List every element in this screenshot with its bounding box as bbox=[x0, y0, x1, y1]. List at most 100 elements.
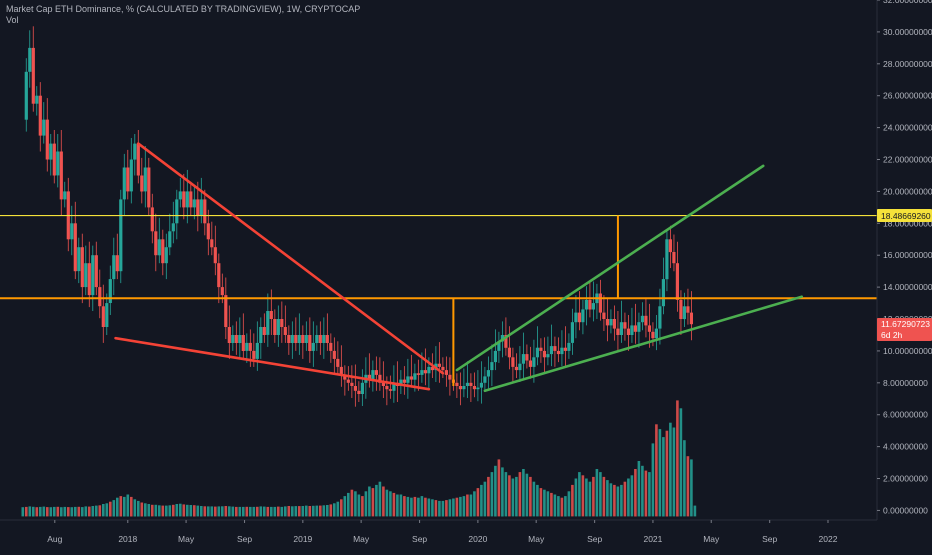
volume-bar bbox=[259, 506, 263, 517]
volume-bar bbox=[487, 476, 490, 517]
volume-bar bbox=[252, 506, 256, 517]
volume-bar bbox=[238, 506, 242, 517]
volume-bar bbox=[595, 469, 599, 517]
volume-bar bbox=[147, 504, 151, 517]
candle-body bbox=[280, 319, 284, 327]
volume-bar bbox=[536, 484, 539, 517]
volume-bar bbox=[448, 499, 452, 517]
candle-body bbox=[287, 335, 291, 343]
candle-body bbox=[70, 223, 74, 240]
candle-body bbox=[518, 363, 522, 371]
volume-bar bbox=[210, 506, 214, 517]
candle-body bbox=[164, 247, 168, 264]
candle-body bbox=[560, 347, 564, 355]
candle-body bbox=[206, 223, 210, 240]
volume-bar bbox=[144, 503, 147, 517]
volume-bar bbox=[340, 499, 343, 517]
candle-body bbox=[511, 357, 515, 367]
candle-body bbox=[133, 143, 137, 160]
volume-bar bbox=[676, 400, 679, 517]
volume-bars bbox=[21, 400, 697, 517]
candle-body bbox=[150, 207, 154, 232]
candle-body bbox=[245, 342, 249, 351]
candle-body bbox=[605, 319, 609, 326]
volume-bar bbox=[249, 506, 252, 517]
volume-bar bbox=[627, 478, 630, 517]
volume-bar bbox=[385, 489, 389, 517]
volume-bar bbox=[231, 506, 235, 517]
candle-body bbox=[255, 342, 259, 359]
candle-body bbox=[612, 319, 616, 329]
candle-body bbox=[87, 263, 91, 296]
volume-bar bbox=[193, 505, 196, 517]
candle-body bbox=[273, 319, 277, 335]
candle-body bbox=[122, 167, 126, 200]
volume-bar bbox=[63, 506, 67, 517]
candle-body bbox=[497, 341, 501, 351]
volume-bar bbox=[109, 501, 112, 517]
candle-body bbox=[423, 370, 427, 374]
time-axis-label: 2022 bbox=[819, 534, 838, 544]
volume-bar bbox=[406, 496, 410, 517]
volume-bar bbox=[217, 506, 221, 517]
candle-body bbox=[59, 151, 63, 200]
candle-body bbox=[630, 325, 634, 335]
candle-body bbox=[325, 335, 329, 343]
time-axis-label: May bbox=[353, 534, 370, 544]
candle-body bbox=[675, 263, 679, 300]
candle-body bbox=[409, 376, 413, 380]
volume-bar bbox=[161, 505, 165, 517]
price-axis-label: 26.00000000 bbox=[883, 91, 932, 101]
volume-bar bbox=[49, 507, 53, 517]
volume-bar bbox=[361, 496, 364, 517]
volume-bar bbox=[294, 506, 298, 517]
candle-body bbox=[371, 370, 375, 380]
volume-bar bbox=[312, 505, 315, 517]
candle-body bbox=[189, 191, 193, 208]
candle-body bbox=[171, 223, 175, 232]
candle-body bbox=[647, 325, 651, 332]
volume-bar bbox=[483, 481, 487, 517]
volume-bar bbox=[588, 481, 592, 517]
volume-bar bbox=[648, 472, 651, 517]
volume-bar bbox=[658, 429, 662, 517]
candle-body bbox=[346, 379, 350, 383]
volume-bar bbox=[672, 427, 676, 517]
candle-body bbox=[157, 239, 161, 256]
candle-body bbox=[42, 119, 46, 136]
price-axis-label: 22.00000000 bbox=[883, 155, 932, 165]
volume-bar bbox=[396, 494, 399, 517]
candle-body bbox=[609, 319, 613, 326]
volume-bar bbox=[287, 506, 291, 517]
volume-bar bbox=[77, 506, 81, 517]
drawings[interactable] bbox=[0, 142, 877, 393]
volume-bar bbox=[242, 506, 245, 517]
candle-body bbox=[357, 390, 361, 394]
volume-bar bbox=[67, 507, 70, 517]
volume-bar bbox=[354, 491, 357, 517]
candle-body bbox=[381, 382, 385, 386]
volume-bar bbox=[151, 504, 154, 517]
candle-body bbox=[455, 382, 459, 386]
time-axis[interactable]: Aug 2018 May Sep 2019 May Sep 2020 May Sep 2021 May… bbox=[47, 520, 838, 544]
volume-bar bbox=[32, 506, 35, 517]
volume-bar bbox=[53, 506, 56, 517]
candle-body bbox=[430, 366, 434, 371]
volume-bar bbox=[578, 472, 581, 517]
volume-bar bbox=[690, 459, 693, 517]
time-axis-label: 2019 bbox=[293, 534, 312, 544]
candle-body bbox=[136, 143, 140, 176]
volume-bar bbox=[564, 496, 567, 517]
candle-body bbox=[252, 350, 256, 359]
volume-bar bbox=[91, 506, 95, 517]
volume-bar bbox=[263, 506, 266, 517]
volume-bar bbox=[88, 506, 91, 517]
candle-body bbox=[105, 303, 109, 327]
volume-bar bbox=[560, 497, 564, 517]
candle-body bbox=[367, 374, 371, 380]
volume-bar bbox=[126, 494, 130, 517]
candle-body bbox=[479, 382, 483, 388]
volume-bar bbox=[168, 505, 172, 517]
